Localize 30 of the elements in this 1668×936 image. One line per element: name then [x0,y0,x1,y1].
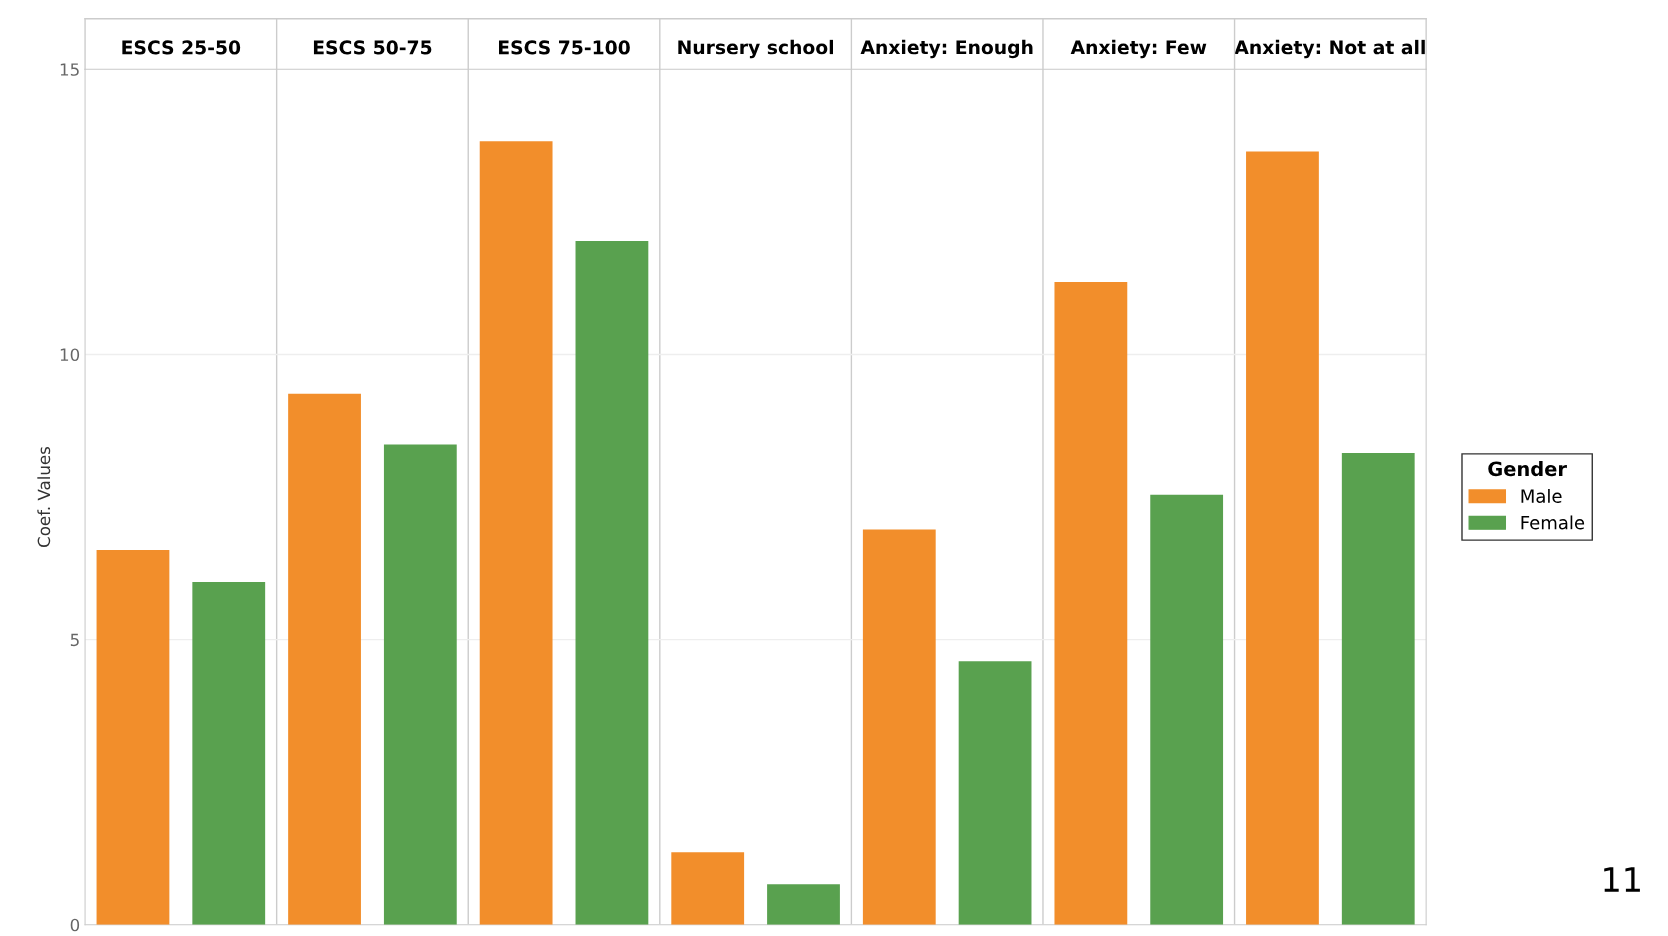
y-axis-title: Coef. Values [37,446,51,547]
x-tick-label: Anxiety: Not at all [1234,39,1425,59]
bar [1246,151,1319,925]
bar [671,852,745,925]
bar [288,393,361,925]
y-tick-label: 0 [70,918,80,932]
bar [767,884,840,925]
x-tick-label: Nursery school [678,39,834,59]
y-tick-label: 15 [60,63,79,76]
legend-title: Gender [1488,461,1567,477]
bar [1341,453,1415,925]
legend-label: Female [1521,515,1585,530]
legend-label: Male [1521,488,1562,503]
x-tick-label: ESCS 75-100 [499,40,630,55]
bar [479,141,553,925]
bar [383,444,457,925]
x-tick-label: ESCS 25-50 [122,40,241,55]
text: 11 [1604,867,1640,892]
y-tick-label: 5 [70,633,79,647]
x-tick-label: Anxiety: Enough [860,39,1033,59]
bar [862,529,936,925]
x-tick-label: Anxiety: Few [1070,39,1207,59]
bar [575,240,649,925]
x-tick-label: ESCS 50-75 [313,40,432,55]
bar [192,582,266,925]
bar [1054,282,1128,925]
bar [1150,494,1224,925]
y-tick-label: 10 [60,348,80,361]
bar [96,550,170,925]
bar [958,661,1032,925]
